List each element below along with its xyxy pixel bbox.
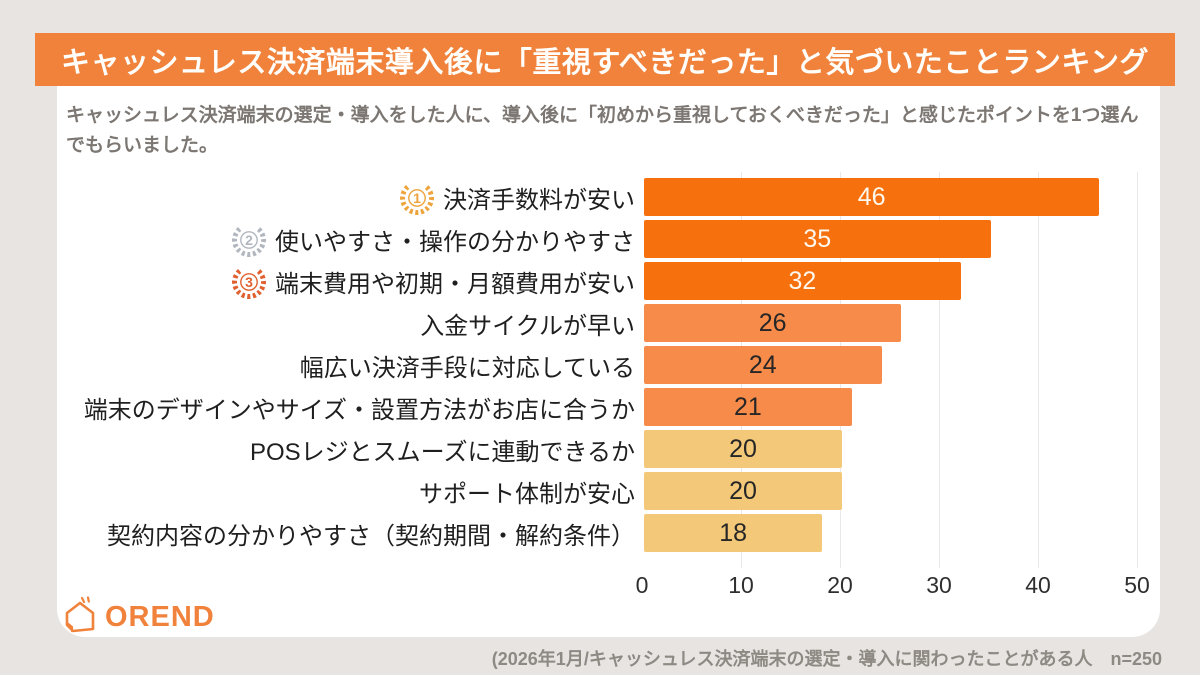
bar-row: 3 端末費用や初期・月額費用が安い 32 [57, 262, 1160, 300]
title-banner: キャッシュレス決済端末導入後に「重視すべきだった」と気づいたことランキング [35, 33, 1175, 86]
rank-1-medal-icon: 1 [400, 184, 434, 215]
bar-label-cell: 契約内容の分かりやすさ（契約期間・解約条件） [57, 516, 644, 551]
logo-text: OREND [105, 600, 215, 633]
bar-value: 20 [729, 476, 757, 505]
bar-value: 24 [748, 350, 777, 379]
bar: 46 [644, 178, 1100, 216]
x-axis-tick: 20 [827, 572, 853, 598]
chart-gridline [1038, 172, 1039, 568]
bar-label-cell: 2 使いやすさ・操作の分かりやすさ [57, 218, 644, 260]
bar-label: 使いやすさ・操作の分かりやすさ [275, 228, 635, 256]
bar-label: 入金サイクルが早い [420, 312, 635, 340]
bar-chart: 1 決済手数料が安い 46 2 使いやすさ・操作の分かりやすさ 35 3 端末費用や初期・月額… [57, 178, 1160, 556]
bar: 24 [644, 346, 882, 384]
bar-label: 幅広い決済手段に対応している [299, 354, 635, 382]
bar: 18 [644, 514, 823, 552]
x-axis: 0 10 20 30 40 50 [0, 572, 1200, 602]
rank-3-medal-icon: 3 [232, 268, 266, 299]
bar-label: サポート体制が安心 [419, 480, 635, 508]
orend-logo: OREND [60, 596, 215, 638]
bar-row: 2 使いやすさ・操作の分かりやすさ 35 [57, 220, 1160, 258]
bar-value: 35 [803, 224, 832, 253]
bar-value: 46 [857, 182, 886, 211]
bar-value: 18 [719, 518, 747, 547]
rank-2-medal-icon: 2 [232, 226, 266, 257]
svg-text:2: 2 [245, 232, 253, 248]
bar-label-cell: POSレジとスムーズに連動できるか [57, 432, 644, 467]
page-title: キャッシュレス決済端末導入後に「重視すべきだった」と気づいたことランキング [60, 46, 1150, 79]
bar-row: 契約内容の分かりやすさ（契約期間・解約条件） 18 [57, 514, 1160, 552]
bar-value: 21 [734, 392, 762, 421]
x-axis-tick: 40 [1025, 572, 1051, 598]
bar-label-cell: サポート体制が安心 [57, 474, 644, 509]
bar-value: 20 [729, 434, 757, 463]
chart-gridline [1137, 172, 1138, 568]
bar-label: 決済手数料が安い [443, 186, 635, 214]
bar-label-cell: 入金サイクルが早い [57, 306, 644, 341]
svg-text:3: 3 [245, 274, 253, 290]
bar-label: 契約内容の分かりやすさ（契約期間・解約条件） [107, 522, 635, 550]
bar-label: POSレジとスムーズに連動できるか [249, 438, 635, 466]
x-axis-tick: 50 [1124, 572, 1150, 598]
chart-gridline [939, 172, 940, 568]
bar: 20 [644, 430, 842, 468]
source-note: (2026年1月/キャッシュレス決済端末の選定・導入に関わったことがある人 n=… [491, 649, 1162, 669]
content-card [57, 58, 1160, 637]
bar-row: POSレジとスムーズに連動できるか 20 [57, 430, 1160, 468]
bar-row: 1 決済手数料が安い 46 [57, 178, 1160, 216]
bar-value: 26 [758, 308, 787, 337]
bar-label-cell: 幅広い決済手段に対応している [57, 348, 644, 383]
svg-text:1: 1 [413, 190, 421, 206]
bar-label-cell: 1 決済手数料が安い [57, 176, 644, 218]
bar: 21 [644, 388, 852, 426]
bar-row: 幅広い決済手段に対応している 24 [57, 346, 1160, 384]
bar: 26 [644, 304, 902, 342]
bar-label-cell: 3 端末費用や初期・月額費用が安い [57, 260, 644, 302]
x-axis-tick: 30 [926, 572, 952, 598]
bar-row: サポート体制が安心 20 [57, 472, 1160, 510]
bar: 35 [644, 220, 991, 258]
bar-label: 端末費用や初期・月額費用が安い [275, 270, 635, 298]
bar-label-cell: 端末のデザインやサイズ・設置方法がお店に合うか [57, 390, 644, 425]
bar-value: 32 [788, 266, 817, 295]
bar: 20 [644, 472, 842, 510]
survey-description: キャッシュレス決済端末の選定・導入をした人に、導入後に「初めから重視しておくべき… [66, 105, 1139, 157]
x-axis-tick: 10 [728, 572, 754, 598]
bar-row: 入金サイクルが早い 26 [57, 304, 1160, 342]
storefront-icon [65, 596, 95, 633]
bar-label: 端末のデザインやサイズ・設置方法がお店に合うか [83, 396, 635, 424]
bar: 32 [644, 262, 961, 300]
bar-row: 端末のデザインやサイズ・設置方法がお店に合うか 21 [57, 388, 1160, 426]
x-axis-tick: 0 [635, 572, 649, 598]
